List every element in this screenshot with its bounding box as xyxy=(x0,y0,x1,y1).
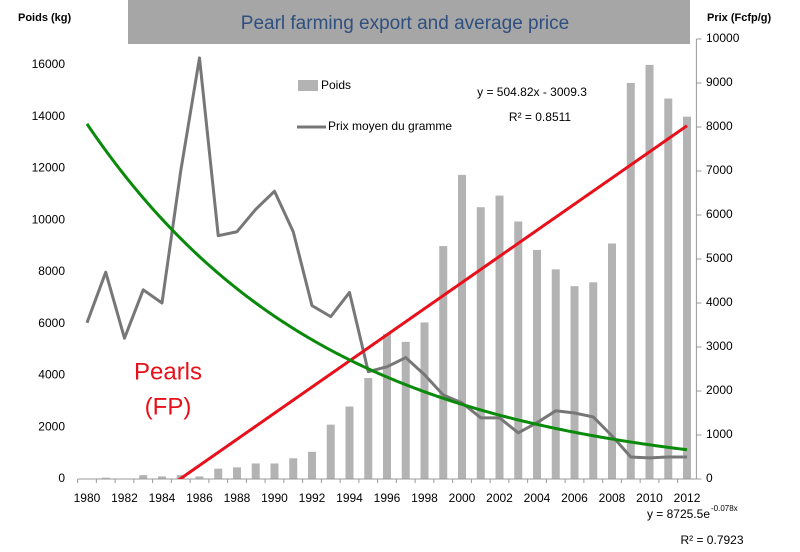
bar xyxy=(157,476,166,479)
price-line xyxy=(85,56,688,460)
bar xyxy=(458,174,467,479)
chart-title: Pearl farming export and average price xyxy=(241,13,569,34)
y2-tick-label: 8000 xyxy=(706,119,733,133)
x-tick-label: 1994 xyxy=(336,491,363,505)
bar xyxy=(139,475,148,479)
y-tick-label: 0 xyxy=(58,471,65,485)
x-tick-label: 1986 xyxy=(186,491,213,505)
trend-r2: R² = 0.7923 xyxy=(680,533,743,547)
x-tick-label: 2010 xyxy=(636,491,663,505)
x-tick-label: 2004 xyxy=(524,491,551,505)
y2-axis-label: Prix (Fcfp/g) xyxy=(707,12,772,24)
x-tick-label: 2006 xyxy=(561,491,588,505)
bar xyxy=(570,286,579,479)
trend-r2: R² = 0.8511 xyxy=(509,110,571,124)
y-tick-label: 8000 xyxy=(38,264,65,278)
x-tick-label: 1984 xyxy=(149,491,176,505)
y2-tick-label: 10000 xyxy=(706,31,740,45)
y2-tick-label: 2000 xyxy=(706,383,733,397)
bar xyxy=(214,468,223,479)
bar xyxy=(533,249,542,479)
x-tick-label: 1996 xyxy=(374,491,401,505)
y2-tick-label: 0 xyxy=(706,471,713,485)
x-tick-label: 1992 xyxy=(299,491,326,505)
trend-equation: y = 504.82x - 3009.3 xyxy=(477,85,587,99)
x-tick-label: 1980 xyxy=(74,491,101,505)
trend-equation: y = 8725.5e xyxy=(647,507,710,521)
bar xyxy=(326,424,335,479)
x-tick-label: 2000 xyxy=(449,491,476,505)
y2-tick-label: 6000 xyxy=(706,207,733,221)
y2-tick-label: 7000 xyxy=(706,163,733,177)
bar xyxy=(289,458,298,479)
bar xyxy=(270,463,279,479)
title-box xyxy=(128,0,690,44)
bar xyxy=(514,221,523,479)
y2-tick-label: 4000 xyxy=(706,295,733,309)
bar xyxy=(664,98,673,479)
annotation: Pearls xyxy=(134,358,202,385)
bar xyxy=(383,334,391,479)
x-tick-label: 1990 xyxy=(261,491,288,505)
bar xyxy=(645,64,654,479)
plot-area xyxy=(85,56,692,479)
bar xyxy=(683,116,692,479)
x-tick-label: 2012 xyxy=(674,491,701,505)
y2-tick-label: 5000 xyxy=(706,251,733,265)
bar xyxy=(345,406,354,479)
bar xyxy=(495,195,504,479)
y2-tick-label: 1000 xyxy=(706,427,733,441)
x-tick-label: 1998 xyxy=(411,491,438,505)
bar xyxy=(195,476,204,479)
bar xyxy=(232,467,241,479)
bar xyxy=(551,269,560,479)
y-tick-label: 14000 xyxy=(32,109,66,123)
bar xyxy=(476,207,485,479)
bar xyxy=(420,322,429,479)
bar xyxy=(307,451,316,479)
trendline xyxy=(85,123,688,452)
bar xyxy=(251,463,260,479)
y2-tick-label: 3000 xyxy=(706,339,733,353)
legend-swatch xyxy=(298,80,318,91)
x-tick-label: 2002 xyxy=(486,491,513,505)
trend-exponent: -0.078x xyxy=(711,504,738,513)
x-tick-label: 1988 xyxy=(224,491,251,505)
y-tick-label: 10000 xyxy=(32,212,66,226)
legend-label: Prix moyen du gramme xyxy=(328,119,452,133)
y-tick-label: 6000 xyxy=(38,316,65,330)
y2-tick-label: 9000 xyxy=(706,75,733,89)
bar xyxy=(439,246,448,479)
x-tick-label: 2008 xyxy=(599,491,626,505)
legend-label: Poids xyxy=(321,78,351,92)
y-tick-label: 16000 xyxy=(32,57,66,71)
trendline xyxy=(177,124,688,479)
bar xyxy=(364,378,373,479)
bar xyxy=(608,243,617,479)
y-tick-label: 4000 xyxy=(38,368,65,382)
bar xyxy=(626,83,635,479)
y-tick-label: 12000 xyxy=(32,161,66,175)
trendlines xyxy=(85,123,688,479)
y-axis-label: Poids (kg) xyxy=(18,12,72,24)
bar xyxy=(401,341,410,479)
annotation: (FP) xyxy=(145,393,192,420)
bar xyxy=(589,282,598,479)
bar xyxy=(101,477,110,479)
y-tick-label: 2000 xyxy=(38,419,65,433)
x-tick-label: 1982 xyxy=(111,491,138,505)
